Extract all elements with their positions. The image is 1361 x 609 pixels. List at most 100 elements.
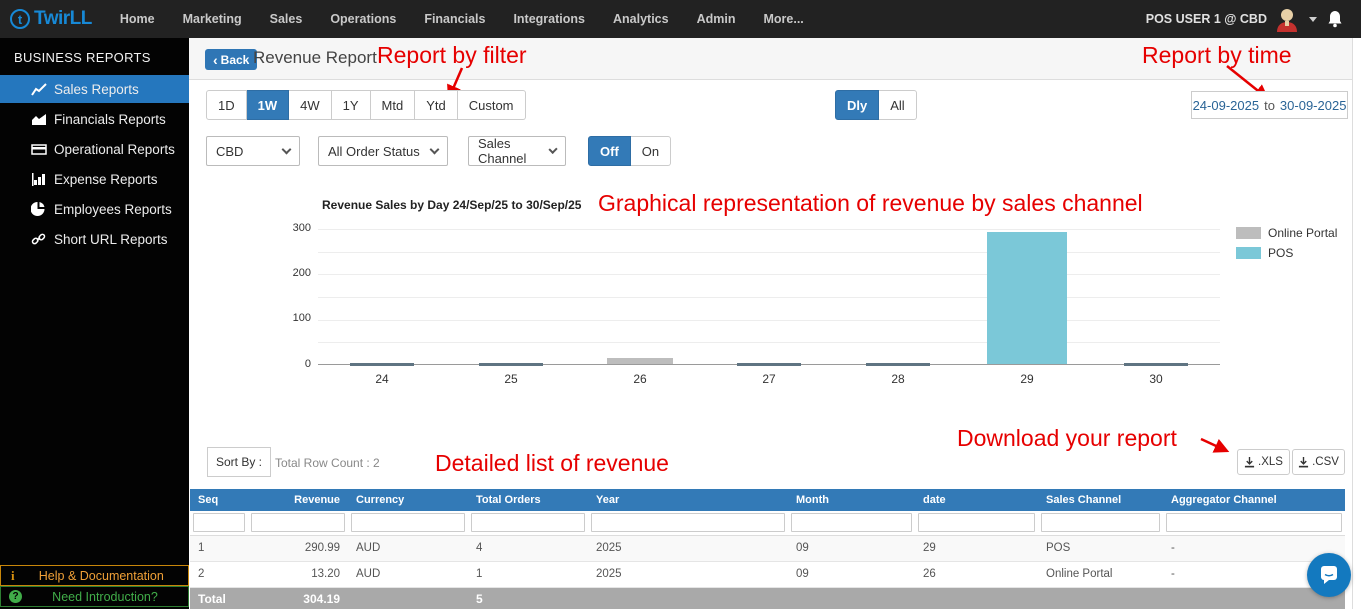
range-1w-button[interactable]: 1W [246, 90, 290, 120]
range-1y-button[interactable]: 1Y [331, 90, 371, 120]
sidebar-item-short-url-reports[interactable]: Short URL Reports [0, 225, 189, 253]
col-total-orders[interactable]: Total Orders [468, 489, 588, 511]
nav-item-marketing[interactable]: Marketing [182, 12, 242, 26]
filter-input-date[interactable] [918, 513, 1035, 533]
nav-menu: Home Marketing Sales Operations Financia… [106, 0, 818, 38]
y-tick-300: 300 [292, 222, 311, 234]
user-menu-caret-icon[interactable] [1309, 16, 1317, 22]
bar-chart-icon [30, 172, 47, 187]
granularity-all-button[interactable]: All [879, 90, 917, 120]
order-status-select[interactable]: All Order Status [318, 136, 448, 166]
col-date[interactable]: date [915, 489, 1038, 511]
granularity-group: Dly All [835, 90, 917, 120]
logo-icon: t [10, 9, 30, 29]
chat-launcher-button[interactable] [1307, 553, 1351, 597]
nav-item-integrations[interactable]: Integrations [513, 12, 585, 26]
filter-input-aggregator[interactable] [1166, 513, 1342, 533]
nav-item-more[interactable]: More... [763, 12, 804, 26]
nav-item-analytics[interactable]: Analytics [613, 12, 669, 26]
area-chart-icon [30, 112, 47, 127]
link-icon [30, 232, 47, 247]
date-range-picker[interactable]: 24-09-2025 to 30-09-2025 [1191, 91, 1348, 119]
export-xls-label: .XLS [1258, 456, 1283, 468]
main-content: ‹ Back Revenue Report Report by filter R… [189, 38, 1361, 609]
nav-item-admin[interactable]: Admin [696, 12, 736, 26]
sort-by-label: Sort By : [216, 455, 263, 469]
range-ytd-button[interactable]: Ytd [415, 90, 458, 120]
intro-label: Need Introduction? [52, 589, 158, 604]
col-month[interactable]: Month [788, 489, 915, 511]
x-tick: 28 [891, 372, 905, 386]
filter-input-revenue[interactable] [251, 513, 345, 533]
col-currency[interactable]: Currency [348, 489, 468, 511]
filter-input-total-orders[interactable] [471, 513, 585, 533]
card-icon [30, 142, 47, 157]
col-sales-channel[interactable]: Sales Channel [1038, 489, 1163, 511]
sidebar-item-expense-reports[interactable]: Expense Reports [0, 165, 189, 193]
legend-swatch-pos [1236, 247, 1261, 259]
range-mtd-button[interactable]: Mtd [370, 90, 416, 120]
gridline [318, 297, 1220, 298]
help-documentation-button[interactable]: i Help & Documentation [0, 565, 189, 586]
col-year[interactable]: Year [588, 489, 788, 511]
gridline [318, 274, 1220, 275]
nav-item-sales[interactable]: Sales [269, 12, 303, 26]
bell-icon[interactable] [1327, 10, 1343, 28]
sidebar-item-sales-reports[interactable]: Sales Reports [0, 75, 189, 103]
y-tick-100: 100 [292, 312, 311, 324]
filter-input-currency[interactable] [351, 513, 465, 533]
col-seq[interactable]: Seq [190, 489, 248, 511]
granularity-dly-button[interactable]: Dly [835, 90, 880, 120]
nav-item-operations[interactable]: Operations [330, 12, 397, 26]
sidebar-item-employees-reports[interactable]: Employees Reports [0, 195, 189, 223]
filter-input-seq[interactable] [193, 513, 245, 533]
gridline [318, 320, 1220, 321]
bar-pos-29[interactable] [987, 232, 1067, 364]
col-aggregator-channel[interactable]: Aggregator Channel [1163, 489, 1345, 511]
export-xls-button[interactable]: .XLS [1237, 449, 1290, 475]
nav-item-home[interactable]: Home [119, 12, 155, 26]
table-total-row: Total 304.19 5 [190, 587, 1345, 609]
sort-by-dropdown[interactable]: Sort By : [207, 447, 272, 477]
zero-value-bar [866, 363, 930, 366]
nav-item-financials[interactable]: Financials [424, 12, 486, 26]
cell-revenue: 13.20 [248, 561, 348, 588]
cell-date: 26 [915, 561, 1038, 588]
cell-sales-channel: Online Portal [1038, 561, 1163, 588]
cell-month: 09 [788, 535, 915, 562]
user-avatar[interactable] [1275, 6, 1299, 32]
toggle-on-button[interactable]: On [630, 136, 672, 166]
download-icon [1244, 456, 1255, 467]
sidebar-item-operational-reports[interactable]: Operational Reports [0, 135, 189, 163]
cell-date: 29 [915, 535, 1038, 562]
store-select[interactable]: CBD [206, 136, 300, 166]
page-header-band [189, 38, 1353, 80]
export-csv-button[interactable]: .CSV [1292, 449, 1345, 475]
range-filter-group: 1D 1W 4W 1Y Mtd Ytd Custom [206, 90, 526, 120]
date-from[interactable]: 24-09-2025 [1192, 97, 1260, 113]
range-1d-button[interactable]: 1D [206, 90, 247, 120]
sales-channel-value: Sales Channel [478, 136, 527, 166]
date-to[interactable]: 30-09-2025 [1279, 97, 1347, 113]
legend-label: Online Portal [1268, 226, 1338, 240]
filter-input-sales-channel[interactable] [1041, 513, 1160, 533]
sidebar-item-financials-reports[interactable]: Financials Reports [0, 105, 189, 133]
back-button[interactable]: ‹ Back [205, 49, 258, 70]
x-axis-labels: 24 25 26 27 28 29 30 [318, 372, 1220, 388]
need-introduction-button[interactable]: ? Need Introduction? [0, 586, 189, 607]
range-custom-button[interactable]: Custom [457, 90, 526, 120]
table-row[interactable]: 1 290.99 AUD 4 2025 09 29 POS - [190, 535, 1345, 562]
cell-seq: 2 [190, 561, 248, 588]
app-logo[interactable]: t TwirLL [0, 8, 106, 30]
cell-seq: 1 [190, 535, 248, 562]
filter-input-year[interactable] [591, 513, 785, 533]
filter-input-month[interactable] [791, 513, 912, 533]
nav-user-area: POS USER 1 @ CBD [1146, 6, 1361, 32]
range-4w-button[interactable]: 4W [289, 90, 332, 120]
table-row[interactable]: 2 13.20 AUD 1 2025 09 26 Online Portal - [190, 561, 1345, 588]
toggle-off-button[interactable]: Off [588, 136, 631, 166]
col-revenue[interactable]: Revenue [248, 489, 348, 511]
sales-channel-select[interactable]: Sales Channel [468, 136, 566, 166]
bar-online-portal-26[interactable] [607, 358, 673, 364]
